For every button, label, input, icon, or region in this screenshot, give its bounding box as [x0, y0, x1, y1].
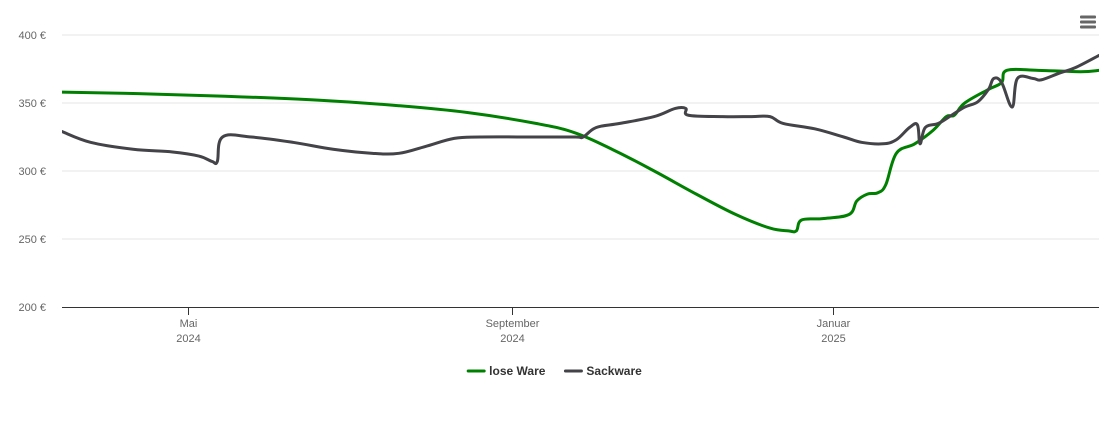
- menu-icon-bar: [1080, 20, 1096, 24]
- y-tick-label: 200 €: [18, 302, 46, 314]
- series-lines: [62, 53, 1099, 234]
- legend: lose Ware Sackware: [466, 364, 642, 378]
- x-tick-label-year: 2024: [500, 333, 524, 345]
- x-axis: Mai 2024 September 2024 Januar 2025: [62, 307, 1099, 345]
- menu-icon-bar: [1080, 25, 1096, 29]
- hamburger-menu-icon: [1080, 15, 1096, 29]
- legend-item-sackware[interactable]: Sackware: [563, 364, 642, 378]
- legend-label: Sackware: [586, 364, 642, 378]
- legend-label: lose Ware: [489, 364, 546, 378]
- y-tick-label: 350 €: [18, 98, 46, 110]
- series-line-lose-ware[interactable]: [62, 67, 1099, 234]
- y-tick-label: 300 €: [18, 166, 46, 178]
- chart-context-menu-button[interactable]: [1078, 14, 1098, 30]
- grid-lines: [62, 34, 1099, 240]
- menu-icon-bar: [1080, 15, 1096, 19]
- x-tick-label-month: Mai: [180, 318, 198, 330]
- x-tick-label-month: Januar: [817, 318, 851, 330]
- series-line-sackware[interactable]: [62, 53, 1099, 166]
- y-tick-label: 400 €: [18, 30, 46, 42]
- x-tick-label-month: September: [486, 318, 540, 330]
- y-axis-labels: 200 € 250 € 300 € 350 € 400 €: [18, 30, 46, 314]
- x-tick-label-year: 2025: [821, 333, 845, 345]
- x-tick-label-year: 2024: [176, 333, 200, 345]
- y-tick-label: 250 €: [18, 234, 46, 246]
- legend-item-lose-ware[interactable]: lose Ware: [466, 364, 546, 378]
